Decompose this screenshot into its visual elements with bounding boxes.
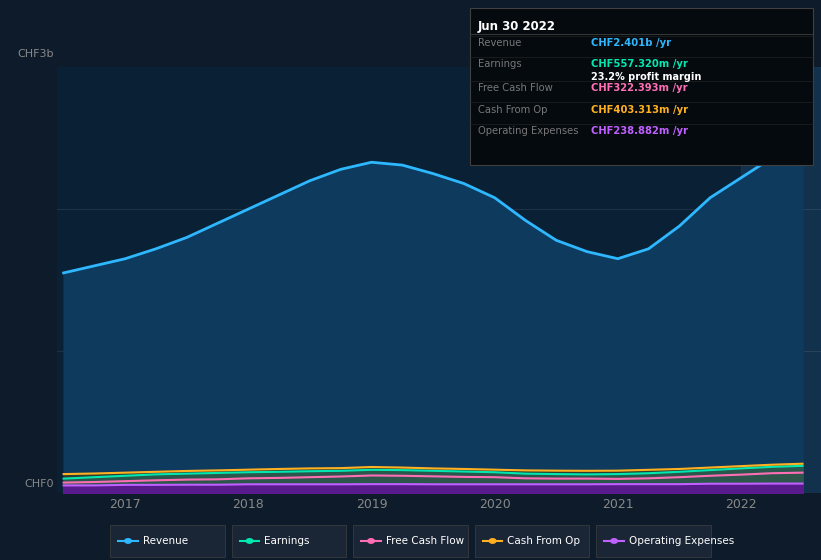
- Text: CHF0: CHF0: [24, 479, 53, 488]
- Text: CHF3b: CHF3b: [17, 49, 53, 59]
- Text: Revenue: Revenue: [478, 38, 521, 48]
- Text: Cash From Op: Cash From Op: [507, 536, 580, 546]
- Text: CHF403.313m /yr: CHF403.313m /yr: [591, 105, 688, 115]
- Text: Earnings: Earnings: [264, 536, 310, 546]
- Text: 23.2% profit margin: 23.2% profit margin: [591, 72, 701, 82]
- Text: CHF238.882m /yr: CHF238.882m /yr: [591, 126, 688, 136]
- Text: Free Cash Flow: Free Cash Flow: [386, 536, 464, 546]
- Text: Free Cash Flow: Free Cash Flow: [478, 83, 553, 94]
- Text: Earnings: Earnings: [478, 59, 521, 69]
- Text: CHF2.401b /yr: CHF2.401b /yr: [591, 38, 672, 48]
- Text: Operating Expenses: Operating Expenses: [629, 536, 734, 546]
- Text: Jun 30 2022: Jun 30 2022: [478, 20, 556, 32]
- Text: Cash From Op: Cash From Op: [478, 105, 548, 115]
- Bar: [741, 67, 821, 493]
- Text: CHF557.320m /yr: CHF557.320m /yr: [591, 59, 688, 69]
- Text: Revenue: Revenue: [143, 536, 188, 546]
- Text: CHF322.393m /yr: CHF322.393m /yr: [591, 83, 688, 94]
- Text: Operating Expenses: Operating Expenses: [478, 126, 578, 136]
